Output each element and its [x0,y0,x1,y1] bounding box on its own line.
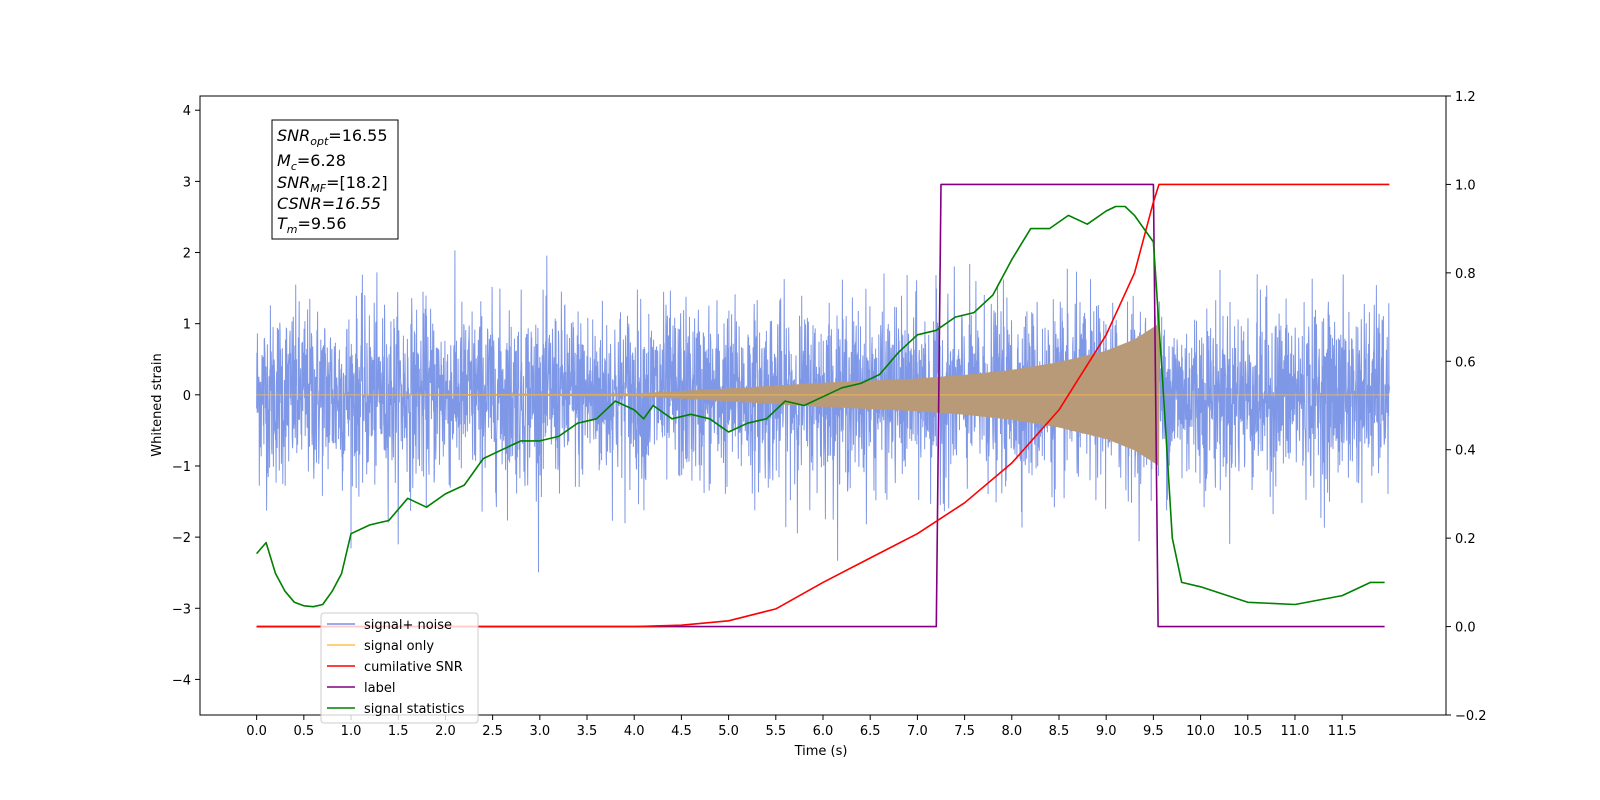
info-csnr: CSNR=16.55 [277,194,381,213]
info-mc-sub: c [291,160,297,173]
info-snr-mf-sub: MF [310,182,326,195]
y-axis-left: 4 3 2 1 0 −1 −2 −3 −4 [172,104,200,688]
info-box-frame [271,119,399,240]
x-tick-label: 7.5 [954,724,975,739]
info-snr-opt-sub: opt [310,135,329,148]
info-box: SNRopt=16.55 Mc=6.28 SNRMF=[18.2] CSNR=1… [271,119,399,240]
series-layer [255,183,1390,628]
y-left-tick-label: −4 [172,673,191,688]
series-label [256,183,1385,628]
legend: signal+ noise signal only cumilative SNR la… [320,612,479,724]
x-tick-label: 8.0 [1001,724,1022,739]
series-signal-noise [256,250,1390,573]
x-tick-label: 6.5 [860,724,881,739]
x-tick-label: 9.0 [1096,724,1117,739]
y-right-tick-label: 1.0 [1455,178,1476,193]
plot-area [255,183,1390,628]
y-right-tick-label: 0.2 [1455,532,1476,547]
series-cumulative-snr [256,183,1390,628]
x-tick-label: 2.5 [482,724,503,739]
y-right-tick-label: 1.2 [1455,90,1476,105]
info-snr-mf-base: SNR [277,173,310,192]
info-snr-mf: SNRMF=[18.2] [277,173,388,195]
x-tick-label: 2.0 [435,724,456,739]
legend-frame [320,612,479,724]
info-tm: Tm=9.56 [277,214,347,236]
legend-entry-label: signal+ noise [364,618,452,633]
series-signal-statistics [255,205,1385,608]
legend-entry-label: label [364,681,395,696]
y-left-tick-label: 0 [183,389,191,404]
y-left-tick-label: 2 [183,247,191,262]
legend-entry-label: signal statistics [364,702,465,717]
x-tick-label: 7.0 [907,724,928,739]
y-left-tick-label: −3 [172,602,191,617]
x-tick-label: 0.0 [246,724,267,739]
y-left-tick-label: 1 [183,318,191,333]
y-right-tick-label: 0.4 [1455,444,1476,459]
y-right-tick-label: 0.6 [1455,355,1476,370]
legend-entry-label: signal only [364,639,434,654]
x-tick-label: 10.5 [1233,724,1262,739]
x-tick-label: 11.0 [1280,724,1309,739]
y-right-tick-label: 0.0 [1455,621,1476,636]
x-tick-label: 8.5 [1049,724,1070,739]
y-right-tick-label: 0.8 [1455,267,1476,282]
info-snr-opt-value: =16.55 [328,126,387,145]
y-left-tick-label: 4 [183,104,191,119]
x-tick-label: 11.5 [1328,724,1357,739]
x-tick-label: 5.5 [765,724,786,739]
info-tm-value: =9.56 [298,214,347,233]
x-tick-label: 4.5 [671,724,692,739]
y-left-tick-label: 3 [183,175,191,190]
info-mc: Mc=6.28 [277,151,346,173]
x-tick-label: 3.0 [529,724,550,739]
info-snr-opt-base: SNR [277,126,310,145]
legend-entry-label: cumilative SNR [364,660,463,675]
info-snr-opt: SNRopt=16.55 [277,126,388,148]
x-tick-label: 3.5 [577,724,598,739]
info-tm-sub: m [287,223,298,236]
x-tick-label: 4.0 [624,724,645,739]
info-tm-base: T [277,214,288,233]
x-tick-label: 9.5 [1143,724,1164,739]
x-tick-label: 1.0 [341,724,362,739]
y-left-tick-label: −1 [172,460,191,475]
y-right-tick-label: −0.2 [1455,709,1487,724]
y-axis-label-left: Whitened strain [150,353,165,456]
x-tick-label: 5.0 [718,724,739,739]
x-tick-label: 0.5 [293,724,314,739]
x-tick-label: 6.0 [813,724,834,739]
y-axis-right: 1.2 1.0 0.8 0.6 0.4 0.2 0.0 −0.2 [1446,90,1487,724]
info-mc-value: =6.28 [297,151,346,170]
x-tick-label: 1.5 [388,724,409,739]
x-axis-label: Time (s) [794,744,848,759]
x-axis: 0.0 0.5 1.0 1.5 2.0 2.5 3.0 3.5 4.0 4.5 5.0 5.5 6.0 6… [246,715,1357,739]
info-mc-base: M [277,151,291,170]
info-snr-mf-value: =[18.2] [326,173,388,192]
x-tick-label: 10.0 [1186,724,1215,739]
y-left-tick-label: −2 [172,531,191,546]
